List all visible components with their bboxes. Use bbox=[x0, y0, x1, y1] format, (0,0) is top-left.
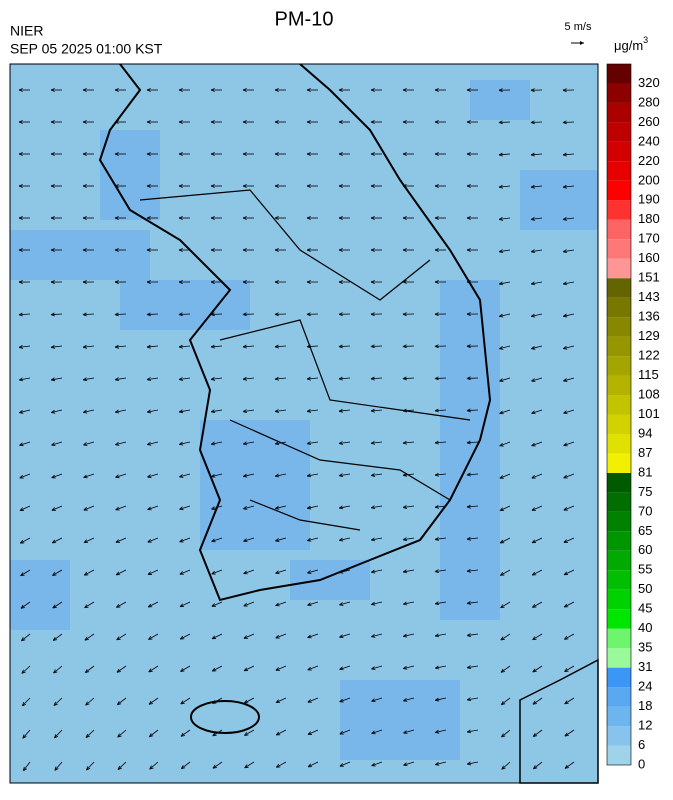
colorbar-segment bbox=[607, 395, 631, 414]
colorbar-label: 151 bbox=[638, 270, 660, 285]
colorbar-segment bbox=[607, 122, 631, 141]
colorbar-label: 180 bbox=[638, 211, 660, 226]
colorbar-label: 143 bbox=[638, 289, 660, 304]
colorbar-segment bbox=[607, 259, 631, 278]
colorbar-label: 0 bbox=[638, 756, 645, 771]
colorbar-segment bbox=[607, 142, 631, 161]
colorbar-segment bbox=[607, 83, 631, 102]
colorbar-segment bbox=[607, 629, 631, 648]
colorbar-label: 65 bbox=[638, 523, 652, 538]
colorbar-segment bbox=[607, 64, 631, 83]
colorbar-label: 24 bbox=[638, 679, 652, 694]
colorbar-segment bbox=[607, 648, 631, 667]
colorbar-segment bbox=[607, 570, 631, 589]
colorbar-label: 31 bbox=[638, 659, 652, 674]
colorbar-label: 320 bbox=[638, 75, 660, 90]
colorbar-segment bbox=[607, 687, 631, 706]
colorbar-label: 94 bbox=[638, 425, 652, 440]
colorbar-segment bbox=[607, 551, 631, 570]
colorbar-segment bbox=[607, 512, 631, 531]
colorbar-label: 12 bbox=[638, 717, 652, 732]
colorbar-label: 60 bbox=[638, 542, 652, 557]
colorbar-label: 115 bbox=[638, 367, 659, 382]
colorbar-label: 260 bbox=[638, 114, 660, 129]
timestamp: SEP 05 2025 01:00 KST bbox=[10, 41, 163, 57]
colorbar-label: 280 bbox=[638, 94, 660, 109]
colorbar-segment bbox=[607, 668, 631, 687]
colorbar-label: 70 bbox=[638, 503, 652, 518]
unit-sup: 3 bbox=[643, 35, 648, 45]
colorbar-label: 81 bbox=[638, 464, 652, 479]
colorbar-segment bbox=[607, 337, 631, 356]
colorbar: 0 6 12 18 24 31 35 40 45 50 55 60 65 70 75 81 87 94 101 108… bbox=[607, 64, 660, 771]
colorbar-label: 200 bbox=[638, 172, 660, 187]
colorbar-label: 6 bbox=[638, 737, 645, 752]
colorbar-label: 35 bbox=[638, 640, 652, 655]
map bbox=[10, 64, 598, 783]
colorbar-segment bbox=[607, 298, 631, 317]
colorbar-label: 220 bbox=[638, 153, 660, 168]
colorbar-segment bbox=[607, 220, 631, 239]
colorbar-segment bbox=[607, 356, 631, 375]
colorbar-segment bbox=[607, 531, 631, 550]
colorbar-segment bbox=[607, 376, 631, 395]
colorbar-label: 129 bbox=[638, 328, 660, 343]
colorbar-segment bbox=[607, 473, 631, 492]
colorbar-label: 108 bbox=[638, 386, 660, 401]
unit-base: μg/m bbox=[614, 38, 643, 53]
colorbar-segment bbox=[607, 453, 631, 472]
colorbar-label: 40 bbox=[638, 620, 652, 635]
unit: μg/m3 bbox=[614, 35, 648, 53]
colorbar-segment bbox=[607, 434, 631, 453]
colorbar-segment bbox=[607, 707, 631, 726]
title: PM-10 bbox=[275, 8, 334, 30]
colorbar-segment bbox=[607, 200, 631, 219]
colorbar-label: 18 bbox=[638, 698, 652, 713]
agency: NIER bbox=[10, 23, 43, 39]
colorbar-label: 50 bbox=[638, 581, 652, 596]
colorbar-segment bbox=[607, 317, 631, 336]
colorbar-segment bbox=[607, 278, 631, 297]
colorbar-segment bbox=[607, 103, 631, 122]
colorbar-segment bbox=[607, 609, 631, 628]
colorbar-label: 122 bbox=[638, 348, 660, 363]
colorbar-segment bbox=[607, 746, 631, 765]
colorbar-label: 170 bbox=[638, 231, 660, 246]
colorbar-label: 136 bbox=[638, 309, 660, 324]
colorbar-label: 240 bbox=[638, 133, 660, 148]
colorbar-label: 87 bbox=[638, 445, 652, 460]
colorbar-label: 190 bbox=[638, 192, 660, 207]
colorbar-label: 45 bbox=[638, 601, 652, 616]
colorbar-segment bbox=[607, 726, 631, 745]
colorbar-segment bbox=[607, 181, 631, 200]
vector-scale-head bbox=[580, 41, 584, 45]
colorbar-segment bbox=[607, 590, 631, 609]
colorbar-label: 160 bbox=[638, 250, 660, 265]
colorbar-label: 101 bbox=[638, 406, 660, 421]
colorbar-segment bbox=[607, 161, 631, 180]
colorbar-segment bbox=[607, 415, 631, 434]
colorbar-segment bbox=[607, 239, 631, 258]
colorbar-label: 55 bbox=[638, 562, 652, 577]
vector-scale: 5 m/s bbox=[565, 21, 592, 33]
colorbar-segment bbox=[607, 492, 631, 511]
colorbar-label: 75 bbox=[638, 484, 652, 499]
